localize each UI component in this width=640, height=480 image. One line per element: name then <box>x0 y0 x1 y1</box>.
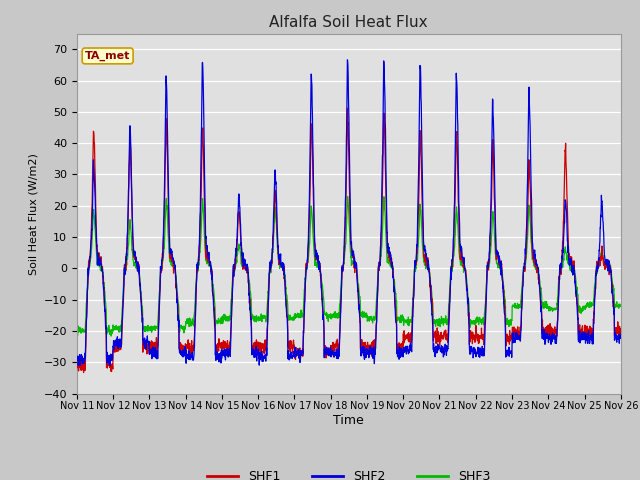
SHF2 <box>344 57 351 63</box>
SHF2 <box>570 272 577 277</box>
SHF2 <box>508 348 515 354</box>
SHF1 <box>377 246 385 252</box>
SHF3 <box>108 333 115 339</box>
SHF2 <box>365 355 372 360</box>
Y-axis label: Soil Heat Flux (W/m2): Soil Heat Flux (W/m2) <box>28 153 38 275</box>
Line: SHF2: SHF2 <box>77 60 621 365</box>
SHF3 <box>377 256 385 262</box>
SHF2 <box>377 242 385 248</box>
SHF2 <box>106 362 114 368</box>
SHF3 <box>73 329 81 335</box>
SHF2 <box>617 331 625 337</box>
SHF2 <box>73 353 81 359</box>
Line: SHF1: SHF1 <box>77 108 621 372</box>
SHF1 <box>617 332 625 337</box>
SHF3 <box>225 318 232 324</box>
SHF1 <box>365 349 372 355</box>
Text: TA_met: TA_met <box>85 51 131 61</box>
SHF2 <box>584 336 592 341</box>
Title: Alfalfa Soil Heat Flux: Alfalfa Soil Heat Flux <box>269 15 428 30</box>
SHF1 <box>73 357 81 363</box>
SHF3 <box>584 303 592 309</box>
X-axis label: Time: Time <box>333 414 364 427</box>
SHF3 <box>508 319 515 325</box>
SHF1 <box>344 105 351 111</box>
SHF1 <box>508 333 515 338</box>
SHF2 <box>225 350 232 356</box>
SHF3 <box>365 317 372 323</box>
SHF1 <box>80 370 88 375</box>
SHF1 <box>584 327 592 333</box>
SHF3 <box>344 193 351 199</box>
Legend: SHF1, SHF2, SHF3: SHF1, SHF2, SHF3 <box>202 465 495 480</box>
Line: SHF3: SHF3 <box>77 196 621 336</box>
SHF3 <box>570 265 577 271</box>
SHF3 <box>617 303 625 309</box>
SHF1 <box>570 258 577 264</box>
SHF1 <box>225 349 232 355</box>
